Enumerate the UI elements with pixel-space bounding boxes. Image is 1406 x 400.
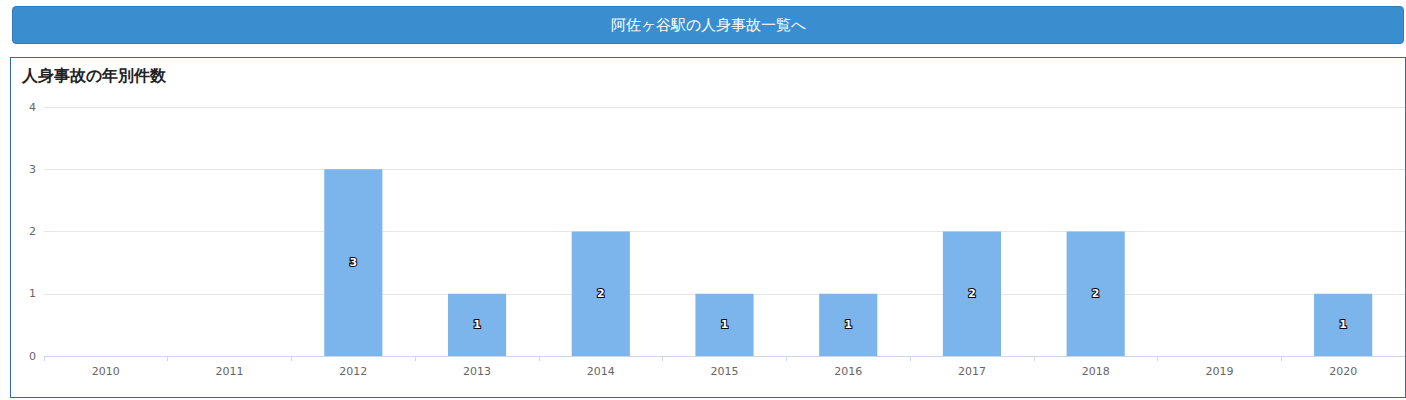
svg-text:2014: 2014 xyxy=(587,365,615,378)
html-text:人身事故の年別件数: 人身事故の年別件数 xyxy=(22,66,166,85)
svg-text:2: 2 xyxy=(968,287,976,300)
svg-text:2010: 2010 xyxy=(92,365,120,378)
svg-text:2: 2 xyxy=(597,287,605,300)
svg-text:2017: 2017 xyxy=(958,365,986,378)
html-text:阿佐ヶ谷駅の人身事故一覧へ: 阿佐ヶ谷駅の人身事故一覧へ xyxy=(610,16,806,34)
svg-text:1: 1 xyxy=(29,287,36,300)
svg-text:2019: 2019 xyxy=(1205,365,1233,378)
svg-text:2015: 2015 xyxy=(711,365,739,378)
svg-text:2012: 2012 xyxy=(339,365,367,378)
svg-text:2: 2 xyxy=(1092,287,1100,300)
svg-text:1: 1 xyxy=(721,318,729,331)
svg-text:2011: 2011 xyxy=(216,365,244,378)
svg-text:4: 4 xyxy=(29,101,36,114)
svg-text:2013: 2013 xyxy=(463,365,491,378)
svg-text:3: 3 xyxy=(349,256,357,269)
svg-text:1: 1 xyxy=(473,318,481,331)
svg-text:2016: 2016 xyxy=(834,365,862,378)
svg-text:2: 2 xyxy=(29,225,36,238)
svg-text:2020: 2020 xyxy=(1329,365,1357,378)
svg-text:0: 0 xyxy=(29,350,36,363)
svg-text:3: 3 xyxy=(29,163,36,176)
svg-text:1: 1 xyxy=(844,318,852,331)
svg-text:2018: 2018 xyxy=(1082,365,1110,378)
svg-text:1: 1 xyxy=(1339,318,1347,331)
